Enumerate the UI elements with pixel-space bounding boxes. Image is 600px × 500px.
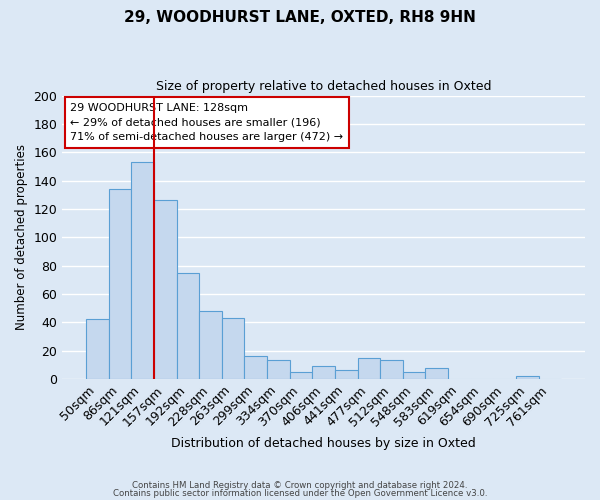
Bar [267, 360, 290, 379]
Bar [516, 376, 539, 379]
Bar [244, 356, 267, 379]
Text: 29 WOODHURST LANE: 128sqm
← 29% of detached houses are smaller (196)
71% of semi: 29 WOODHURST LANE: 128sqm ← 29% of detac… [70, 102, 343, 142]
Bar [313, 366, 335, 379]
Bar [380, 360, 403, 379]
Title: Size of property relative to detached houses in Oxted: Size of property relative to detached ho… [156, 80, 491, 93]
Text: 29, WOODHURST LANE, OXTED, RH8 9HN: 29, WOODHURST LANE, OXTED, RH8 9HN [124, 10, 476, 25]
Y-axis label: Number of detached properties: Number of detached properties [15, 144, 28, 330]
Bar [86, 320, 109, 379]
X-axis label: Distribution of detached houses by size in Oxted: Distribution of detached houses by size … [171, 437, 476, 450]
Bar [176, 272, 199, 379]
Bar [403, 372, 425, 379]
Bar [199, 311, 222, 379]
Bar [222, 318, 244, 379]
Bar [335, 370, 358, 379]
Bar [290, 372, 313, 379]
Bar [358, 358, 380, 379]
Text: 29 WOODHURST LANE: 128sqm: 29 WOODHURST LANE: 128sqm [73, 104, 281, 117]
Bar [154, 200, 176, 379]
Text: Contains HM Land Registry data © Crown copyright and database right 2024.: Contains HM Land Registry data © Crown c… [132, 481, 468, 490]
Text: Contains public sector information licensed under the Open Government Licence v3: Contains public sector information licen… [113, 488, 487, 498]
Bar [131, 162, 154, 379]
Bar [109, 189, 131, 379]
Bar [425, 368, 448, 379]
